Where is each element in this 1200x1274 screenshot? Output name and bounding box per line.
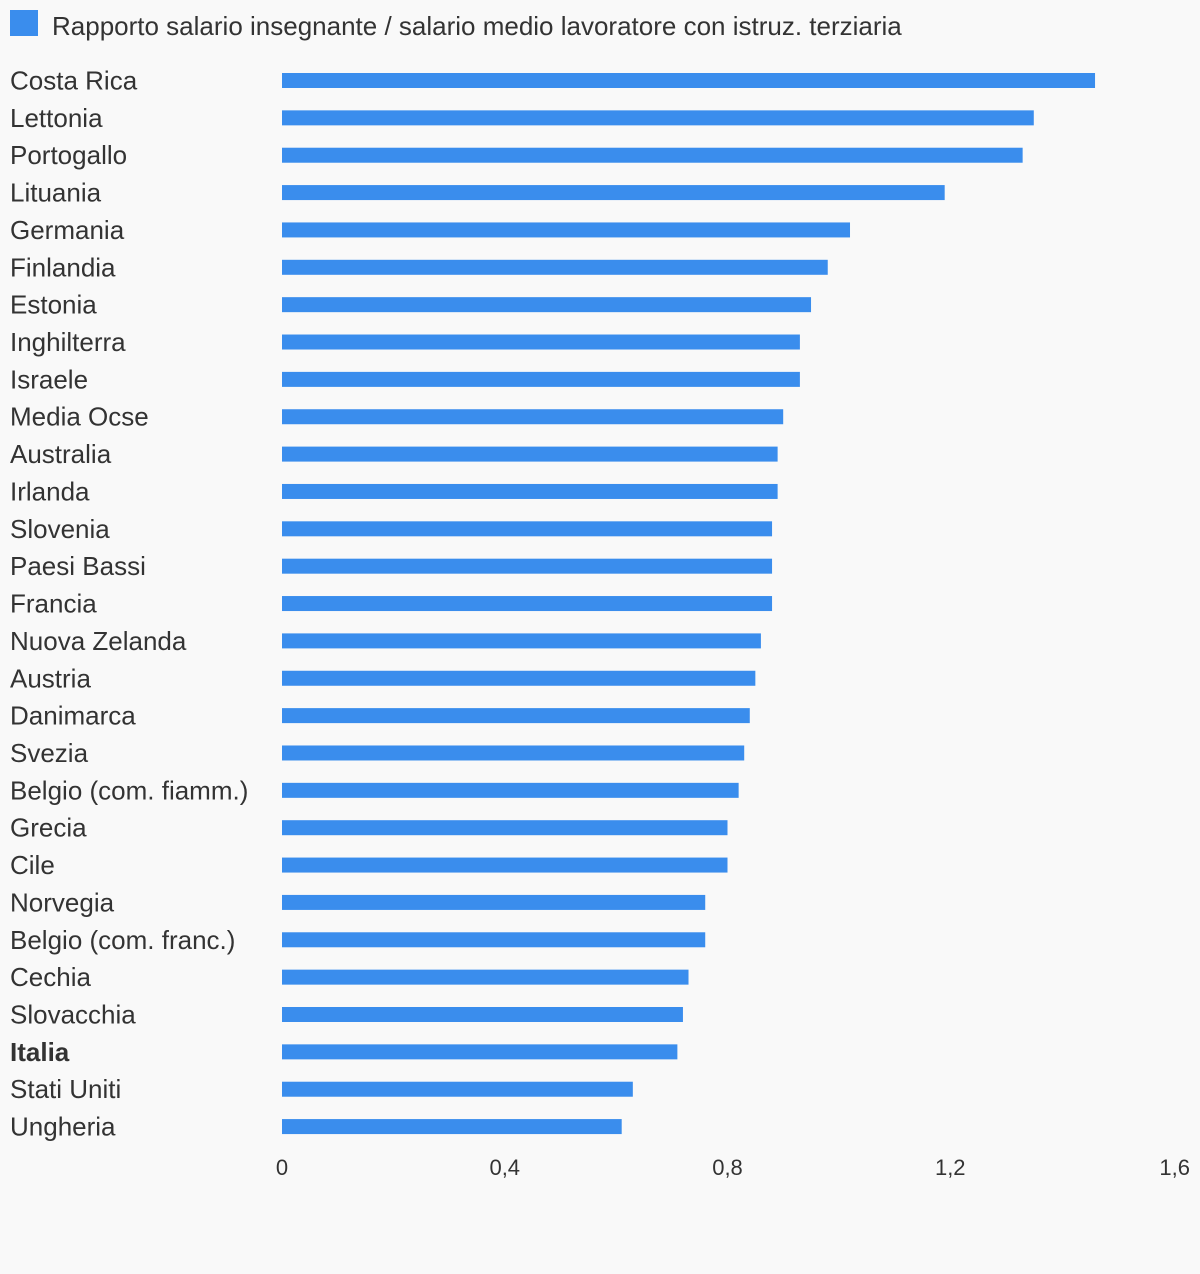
bar [282, 633, 761, 649]
category-label: Israele [10, 364, 88, 394]
bar [282, 521, 773, 537]
bar [282, 222, 851, 238]
bar [282, 371, 800, 387]
x-tick-label: 0,4 [489, 1155, 520, 1180]
x-tick-label: 0,8 [712, 1155, 743, 1180]
category-label: Irlanda [10, 476, 90, 506]
bar [282, 110, 1034, 126]
bar [282, 334, 800, 350]
category-labels: Costa Rica Lettonia Portogallo Lituania Germ… [10, 66, 248, 1142]
x-tick-label: 0 [276, 1155, 288, 1180]
category-label: Stati Uniti [10, 1074, 121, 1104]
bar [282, 1119, 622, 1135]
bar [282, 185, 945, 201]
bar [282, 596, 773, 612]
x-tick-label: 1,6 [1159, 1155, 1190, 1180]
category-label: Belgio (com. fiamm.) [10, 775, 248, 805]
category-label: Nuova Zelanda [10, 626, 187, 656]
category-label: Media Ocse [10, 402, 149, 432]
category-label: Lituania [10, 178, 102, 208]
category-label: Austria [10, 663, 91, 693]
bar [282, 745, 745, 761]
bar [282, 782, 739, 798]
bar [282, 820, 728, 836]
category-label: Norvegia [10, 887, 115, 917]
category-label: Finlandia [10, 252, 116, 282]
category-label: Cechia [10, 962, 91, 992]
category-label: Italia [10, 1037, 70, 1067]
category-label: Slovacchia [10, 1000, 136, 1030]
bar [282, 670, 756, 686]
category-label: Svezia [10, 738, 89, 768]
bar [282, 932, 706, 948]
category-label: Inghilterra [10, 327, 126, 357]
category-label: Ungheria [10, 1112, 116, 1142]
category-label: Cile [10, 850, 55, 880]
category-label: Slovenia [10, 514, 110, 544]
category-label: Germania [10, 215, 125, 245]
category-label: Francia [10, 589, 97, 619]
bar [282, 969, 689, 985]
bar [282, 483, 778, 499]
bar [282, 1044, 678, 1060]
legend: Rapporto salario insegnante / salario me… [10, 10, 902, 41]
bar [282, 147, 1023, 163]
category-label: Costa Rica [10, 66, 138, 96]
bar [282, 73, 1096, 88]
bar [282, 558, 773, 574]
bar [282, 297, 812, 313]
bar [282, 1081, 633, 1097]
bar [282, 857, 728, 873]
bar [282, 259, 828, 275]
category-label: Grecia [10, 813, 87, 843]
bar [282, 1007, 683, 1022]
legend-swatch [10, 10, 38, 36]
category-label: Danimarca [10, 701, 136, 731]
category-label: Lettonia [10, 103, 103, 133]
bar [282, 446, 778, 462]
bar [282, 708, 750, 724]
bar [282, 409, 784, 425]
bars [282, 73, 1096, 1135]
bar [282, 894, 706, 910]
legend-label: Rapporto salario insegnante / salario me… [52, 11, 902, 41]
x-axis-ticks: 0 0,4 0,8 1,2 1,6 [276, 1155, 1190, 1180]
category-label: Australia [10, 439, 112, 469]
x-tick-label: 1,2 [935, 1155, 966, 1180]
category-label: Portogallo [10, 140, 127, 170]
category-label: Belgio (com. franc.) [10, 925, 235, 955]
category-label: Paesi Bassi [10, 551, 146, 581]
category-label: Estonia [10, 290, 97, 320]
